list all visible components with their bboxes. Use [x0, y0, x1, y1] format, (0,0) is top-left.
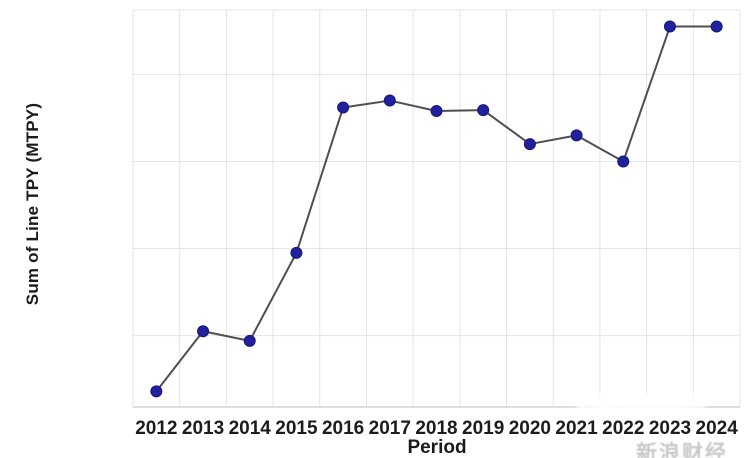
x-tick-label: 2023 — [649, 418, 691, 439]
data-point — [663, 20, 676, 33]
x-tick-label: 2016 — [322, 418, 364, 439]
data-point — [430, 104, 443, 117]
watermark-band: 新浪财经 — [577, 393, 705, 417]
data-point — [710, 20, 723, 33]
x-tick-label: 2019 — [462, 418, 504, 439]
data-point — [570, 129, 583, 142]
x-tick-label: 2018 — [415, 418, 457, 439]
x-tick-label: 2015 — [275, 418, 318, 439]
x-tick-label: 2014 — [229, 418, 272, 439]
x-tick-label: 2020 — [509, 418, 551, 439]
data-point — [523, 138, 536, 151]
data-point — [337, 101, 350, 114]
x-axis-title: Period — [407, 437, 467, 458]
data-point — [150, 385, 163, 398]
data-point — [197, 325, 210, 338]
x-tick-label: 2012 — [135, 418, 177, 439]
data-point — [477, 104, 490, 117]
x-tick-label: 2013 — [182, 418, 224, 439]
data-point — [617, 155, 630, 168]
watermark-corner-text: 新浪财经 — [636, 442, 728, 458]
data-point — [243, 334, 256, 347]
x-tick-label: 2017 — [369, 418, 411, 439]
x-tick-label: 2021 — [555, 418, 598, 439]
series-line — [155, 25, 717, 392]
x-tick-label: 2024 — [696, 418, 739, 439]
data-point — [290, 246, 303, 259]
x-tick-label: 2022 — [602, 418, 644, 439]
data-point — [383, 94, 396, 107]
